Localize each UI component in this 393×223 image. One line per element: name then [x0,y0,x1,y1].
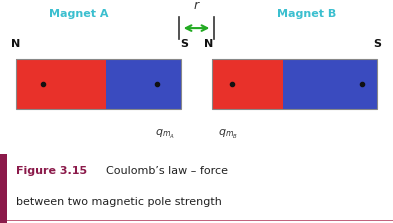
Text: N: N [11,39,20,49]
Bar [283,59,377,109]
Bar [212,59,283,109]
Bar [106,59,181,109]
Bar [212,59,377,109]
Bar [16,59,181,109]
Text: $q_{m_A}$: $q_{m_A}$ [155,128,175,141]
Text: S: S [181,39,189,49]
Text: Figure 3.15: Figure 3.15 [16,166,87,176]
Text: S: S [373,39,381,49]
Text: N: N [204,39,213,49]
Bar [0,154,7,223]
Text: between two magnetic pole strength: between two magnetic pole strength [16,197,222,207]
Text: Magnet A: Magnet A [49,9,108,19]
Text: Magnet B: Magnet B [277,9,336,19]
Text: $q_{m_B}$: $q_{m_B}$ [218,128,238,141]
Bar [16,59,106,109]
Text: Coulomb’s law – force: Coulomb’s law – force [106,166,228,176]
Text: r: r [194,0,199,12]
